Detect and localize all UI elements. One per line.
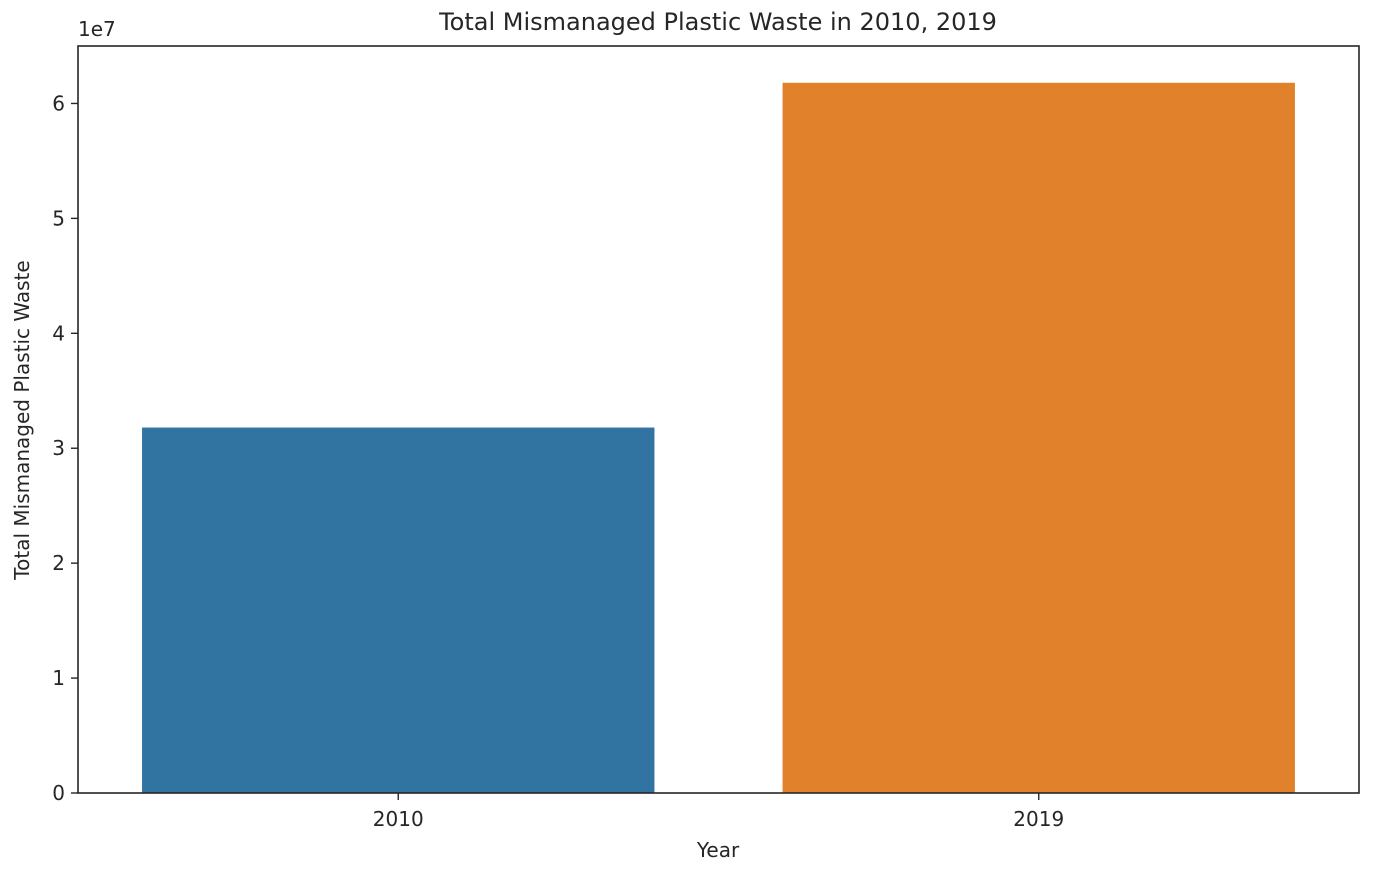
bar-2010: [142, 427, 655, 793]
y-tick-label-3: 3: [52, 436, 65, 460]
y-tick-label-2: 2: [52, 551, 65, 575]
x-axis-label: Year: [696, 838, 740, 862]
y-tick-label-4: 4: [52, 321, 65, 345]
chart-title: Total Mismanaged Plastic Waste in 2010, …: [438, 8, 997, 36]
y-tick-label-5: 5: [52, 206, 65, 230]
y-axis-ticks: 0 1 2 3 4 5 6: [52, 91, 78, 805]
y-axis-label: Total Mismanaged Plastic Waste: [10, 260, 34, 580]
y-tick-label-1: 1: [52, 666, 65, 690]
y-axis-offset-label: 1e7: [78, 17, 116, 41]
y-tick-label-0: 0: [52, 781, 65, 805]
plot-frame: [77, 45, 1360, 794]
y-tick-label-6: 6: [52, 91, 65, 115]
bar-2019: [782, 82, 1295, 793]
x-axis-ticks: 2010 2019: [373, 793, 1064, 831]
x-tick-label-2010: 2010: [373, 807, 424, 831]
bars-layer: [142, 82, 1295, 793]
x-tick-label-2019: 2019: [1013, 807, 1064, 831]
